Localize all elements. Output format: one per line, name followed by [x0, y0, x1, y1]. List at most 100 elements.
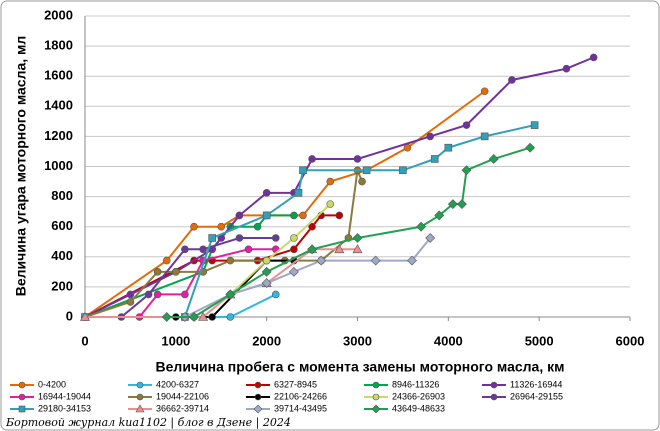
data-point	[153, 290, 162, 299]
legend-label: 36662-39714	[156, 403, 209, 413]
data-point	[299, 211, 307, 220]
footer: Бортовой журнал kua1102 | блог в Дзене |…	[5, 416, 291, 430]
legend-marker	[372, 393, 380, 401]
data-point	[335, 211, 344, 220]
data-point	[225, 289, 236, 300]
x-axis-title: Величина пробега с момента замены моторн…	[156, 359, 565, 375]
data-point	[508, 76, 516, 84]
y-tick-label: 800	[51, 188, 73, 203]
data-point	[334, 244, 345, 254]
data-point	[326, 177, 335, 186]
legend-label: 6327-8945	[274, 379, 317, 389]
data-point	[434, 210, 445, 221]
data-point	[181, 290, 189, 299]
legend-label: 24366-26903	[392, 391, 445, 401]
legend-label: 26964-29155	[510, 391, 563, 401]
legend-marker	[135, 404, 145, 413]
y-tick-label: 1400	[44, 98, 73, 113]
y-tick-label: 2000	[44, 7, 73, 22]
legend-label: 8946-11326	[392, 379, 439, 389]
legend-label: 22106-24266	[274, 391, 327, 401]
data-point	[480, 132, 489, 141]
data-point	[126, 290, 135, 299]
data-point	[261, 266, 272, 277]
data-point	[290, 234, 298, 242]
data-point	[488, 154, 499, 164]
legend-marker	[253, 404, 263, 414]
legend-label: 39714-43495	[274, 403, 327, 413]
data-point	[235, 234, 244, 242]
legend-marker	[136, 393, 144, 401]
data-point	[262, 189, 271, 197]
x-tick-label: 5000	[525, 333, 554, 348]
y-tick-label: 1000	[44, 158, 73, 173]
x-tick-label: 3000	[343, 333, 372, 348]
data-point	[407, 255, 417, 266]
data-point	[217, 222, 226, 231]
data-point	[462, 121, 471, 129]
data-point	[208, 313, 216, 321]
y-tick-label: 200	[51, 278, 73, 293]
legend-label: 11326-16944	[510, 379, 562, 389]
y-tick-label: 400	[51, 248, 73, 263]
series-line	[184, 237, 431, 318]
legend-marker	[18, 381, 26, 389]
data-point	[589, 53, 598, 62]
data-point	[426, 132, 434, 141]
x-tick-label: 4000	[434, 333, 463, 348]
y-tick-label: 1600	[44, 68, 73, 83]
data-point	[153, 268, 162, 276]
legend-marker	[490, 393, 498, 401]
data-point	[358, 177, 366, 186]
data-point	[162, 256, 171, 265]
data-point	[562, 64, 571, 73]
data-point	[316, 255, 327, 266]
data-point	[352, 233, 363, 243]
x-tick-label: 1000	[161, 333, 190, 348]
legend-marker	[371, 404, 381, 414]
legend-label: 4200-6327	[156, 379, 199, 389]
x-tick-label: 6000	[616, 333, 645, 348]
legend-marker	[490, 381, 498, 389]
data-point	[235, 211, 244, 220]
data-point	[144, 290, 153, 299]
data-point	[299, 166, 307, 175]
data-point	[226, 256, 235, 265]
y-tick-label: 600	[51, 218, 73, 233]
legend-marker	[18, 405, 26, 413]
data-point	[447, 199, 458, 210]
data-point	[79, 311, 91, 321]
series-line	[85, 124, 535, 318]
data-point	[480, 87, 489, 96]
legend-label: 16944-19044	[38, 391, 91, 401]
data-point	[530, 121, 539, 129]
legend-label: 29180-34153	[38, 403, 91, 413]
legend-marker	[18, 393, 26, 401]
data-point	[208, 234, 216, 242]
legend-label: 19044-22106	[156, 391, 209, 401]
data-point	[416, 221, 427, 232]
legend-marker	[136, 381, 144, 389]
data-point	[430, 155, 439, 163]
data-point	[253, 222, 262, 231]
data-point	[199, 245, 207, 254]
data-point	[425, 233, 436, 243]
legend-label: 43649-48633	[392, 403, 445, 413]
data-point	[525, 142, 536, 153]
data-point	[352, 244, 363, 254]
data-point	[308, 222, 316, 231]
y-axis-title: Величина угара моторного масла, мл	[13, 36, 29, 297]
data-point	[262, 256, 271, 265]
data-point	[362, 166, 371, 175]
data-point	[261, 278, 272, 289]
data-point	[308, 155, 316, 163]
legend-label: 0-4200	[38, 379, 66, 389]
data-point	[189, 312, 199, 322]
y-tick-label: 1800	[44, 38, 73, 53]
data-point	[370, 255, 381, 266]
data-point	[126, 298, 135, 306]
data-point	[307, 244, 318, 255]
data-point	[290, 245, 298, 254]
